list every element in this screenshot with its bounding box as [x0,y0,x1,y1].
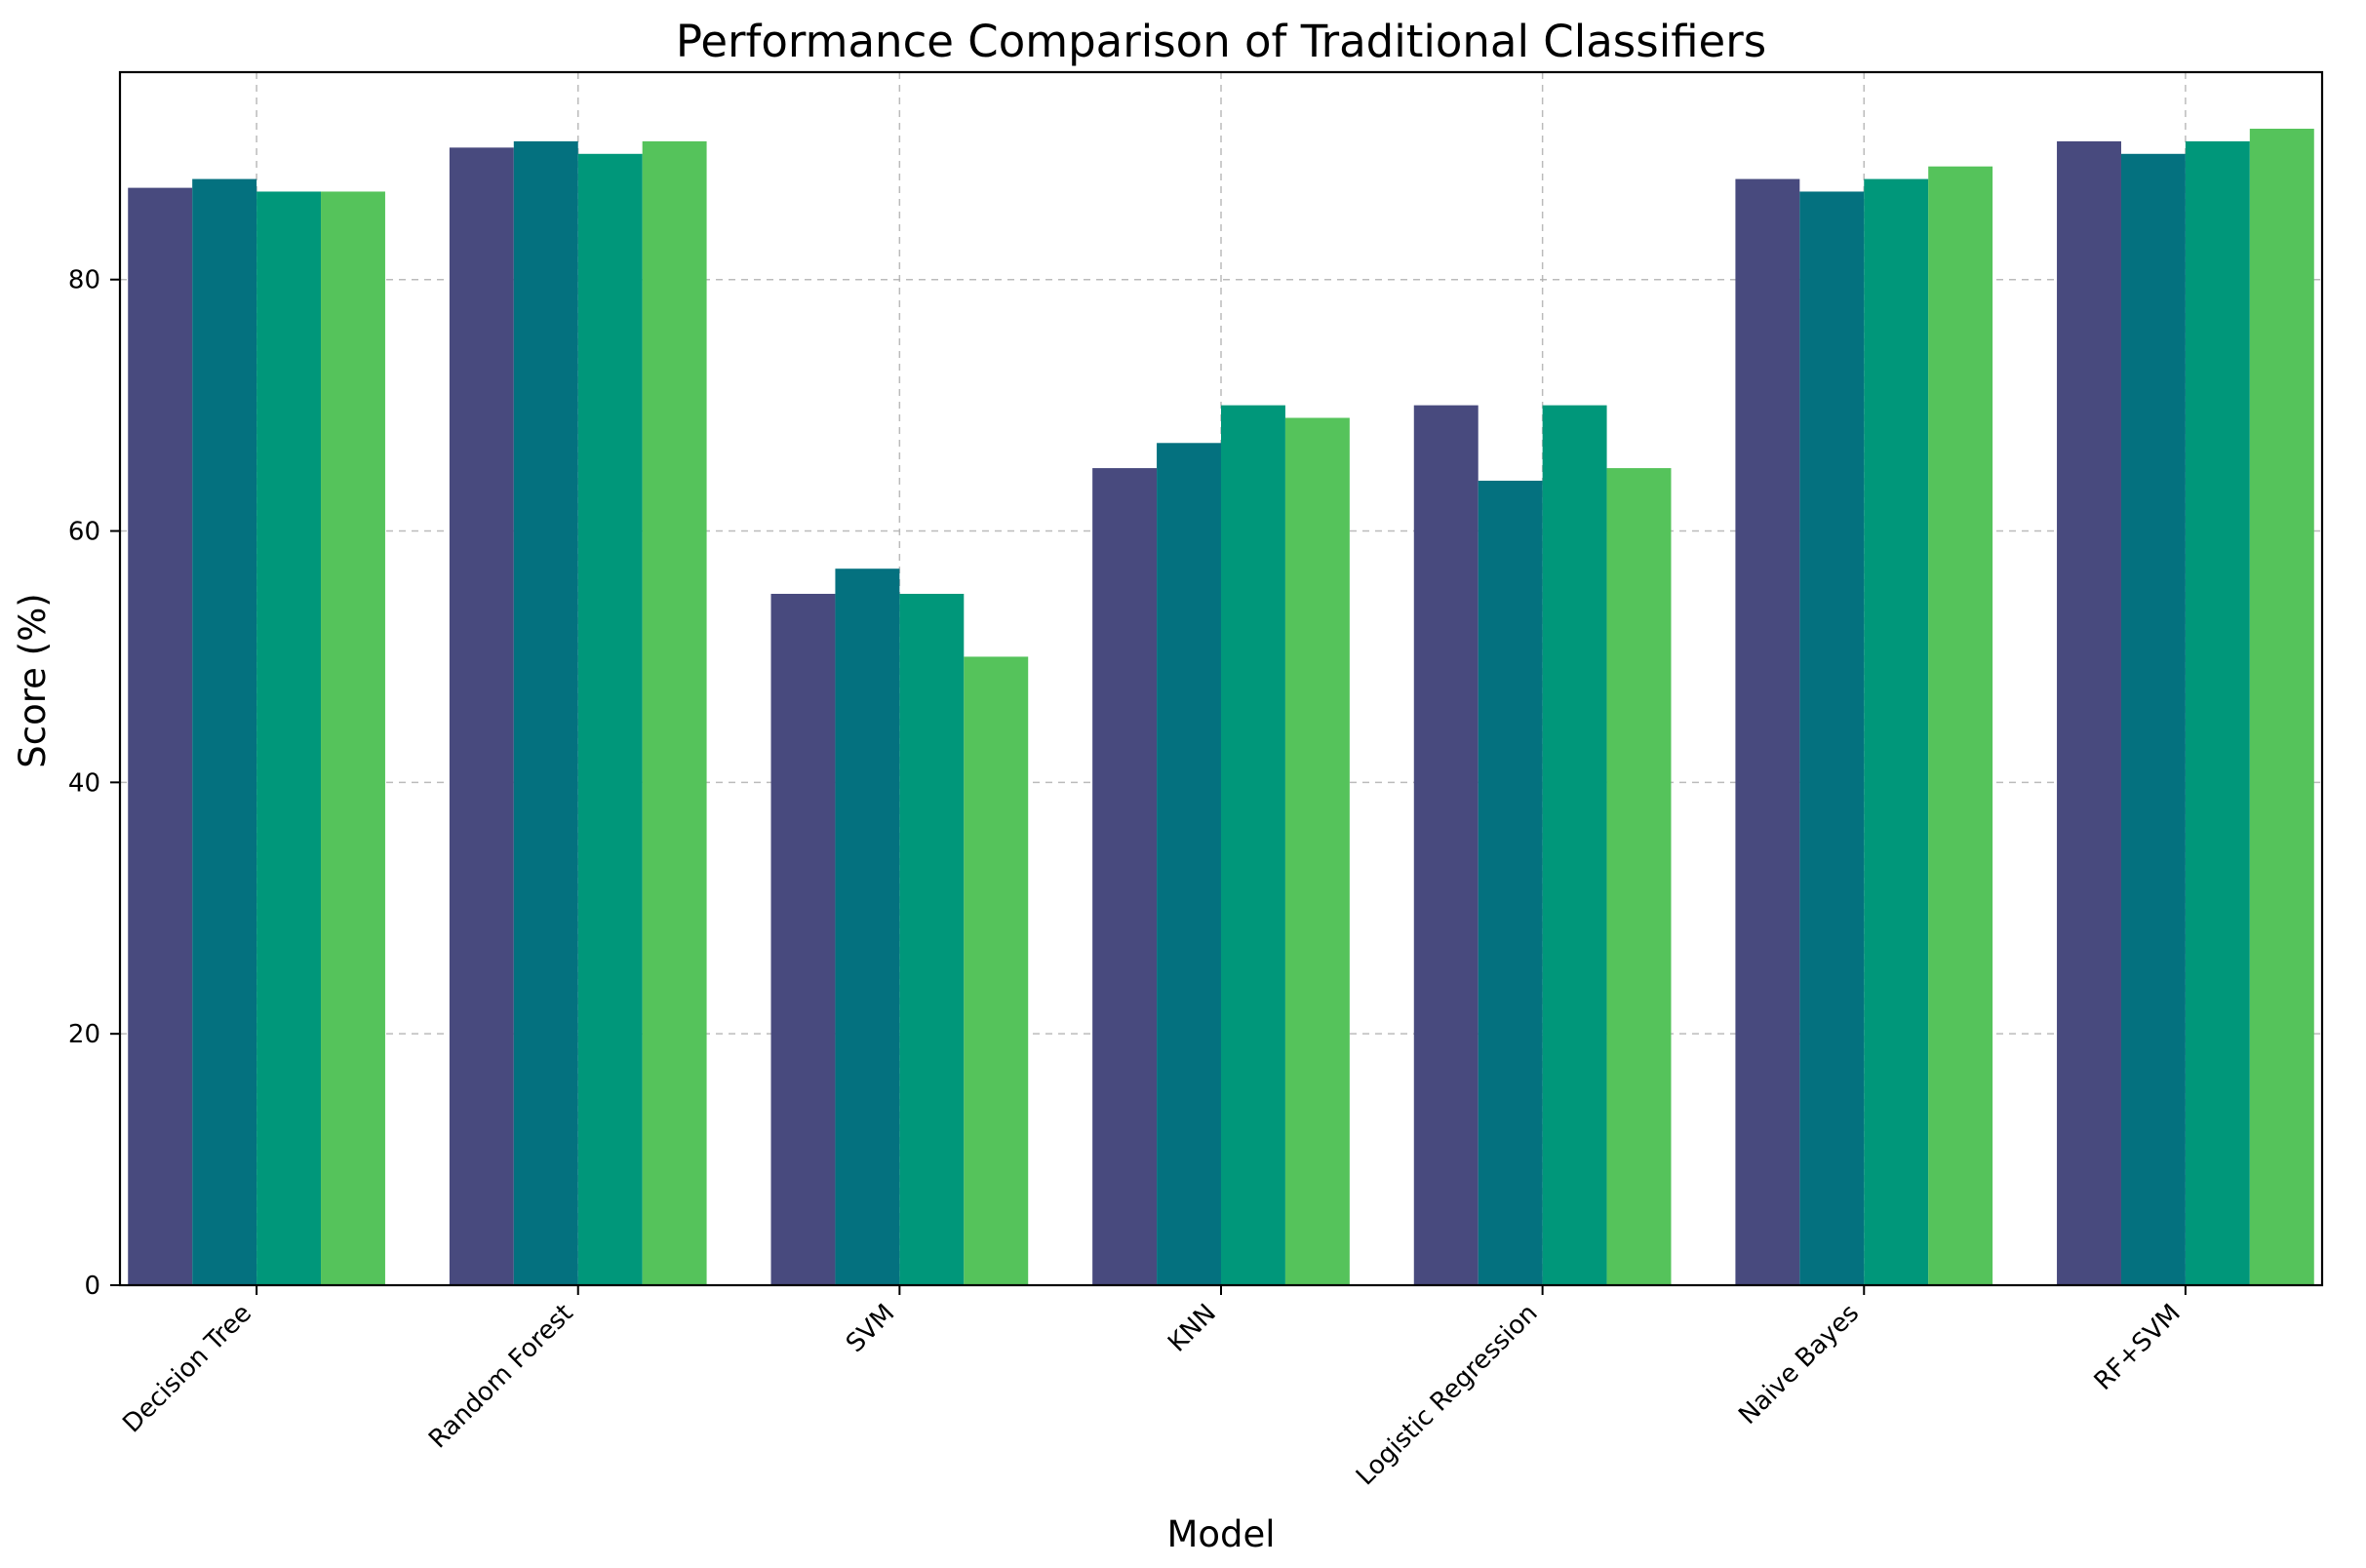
bar-svm-series-3 [899,593,965,1285]
bar-decision-tree-series-2 [192,178,257,1285]
bar-random-forest-series-2 [513,140,578,1285]
bar-logistic-regression-series-2 [1478,480,1543,1285]
bar-knn-series-4 [1284,417,1350,1285]
bar-knn-series-1 [1092,468,1158,1286]
bar-decision-tree-series-1 [128,187,193,1285]
bar-random-forest-series-4 [642,140,707,1285]
bar-decision-tree-series-4 [321,191,385,1286]
bar-random-forest-series-1 [449,147,514,1285]
y-tick-label: 60 [68,518,100,547]
bar-logistic-regression-series-3 [1542,405,1607,1285]
bar-naive-bayes-series-2 [1799,191,1865,1286]
axes-layer [110,70,2324,1295]
bar-rf-svm-series-4 [2249,129,2314,1285]
y-tick-label: 80 [68,266,100,295]
bar-random-forest-series-3 [577,153,643,1286]
bar-svm-series-2 [835,568,900,1285]
bar-rf-svm-series-2 [2120,153,2186,1286]
plot-frame [118,70,2324,1287]
x-tick-label: RF+SVM [2089,1299,2187,1396]
bar-knn-series-2 [1157,443,1221,1285]
bar-logistic-regression-series-4 [1606,468,1672,1286]
x-tick-label: Naive Bayes [1733,1299,1865,1431]
x-axis-label: Model [1166,1513,1275,1555]
x-tick-label: KNN [1163,1299,1222,1358]
bar-knn-series-3 [1221,405,1285,1285]
bar-naive-bayes-series-4 [1928,166,1993,1285]
x-tick-label: Logistic Regression [1351,1299,1544,1492]
x-tick-label: SVM [841,1299,900,1358]
y-tick-label: 0 [84,1272,100,1301]
y-tick-label: 40 [68,768,100,798]
bar-logistic-regression-series-1 [1413,405,1479,1285]
x-tick-label: Decision Tree [117,1299,257,1439]
y-tick-label: 20 [68,1020,100,1049]
bar-rf-svm-series-1 [2057,140,2121,1285]
bar-naive-bayes-series-3 [1864,178,1929,1285]
bar-svm-series-4 [964,656,1029,1285]
bar-naive-bayes-series-1 [1735,178,1800,1285]
y-axis-label: Score (%) [12,593,54,767]
x-tick-label: Random Forest [423,1299,579,1455]
bars-layer [128,129,2314,1286]
bar-rf-svm-series-3 [2185,140,2250,1285]
bar-svm-series-1 [770,593,836,1285]
chart-title: Performance Comparison of Traditional Cl… [676,16,1766,67]
bar-decision-tree-series-3 [256,191,322,1286]
